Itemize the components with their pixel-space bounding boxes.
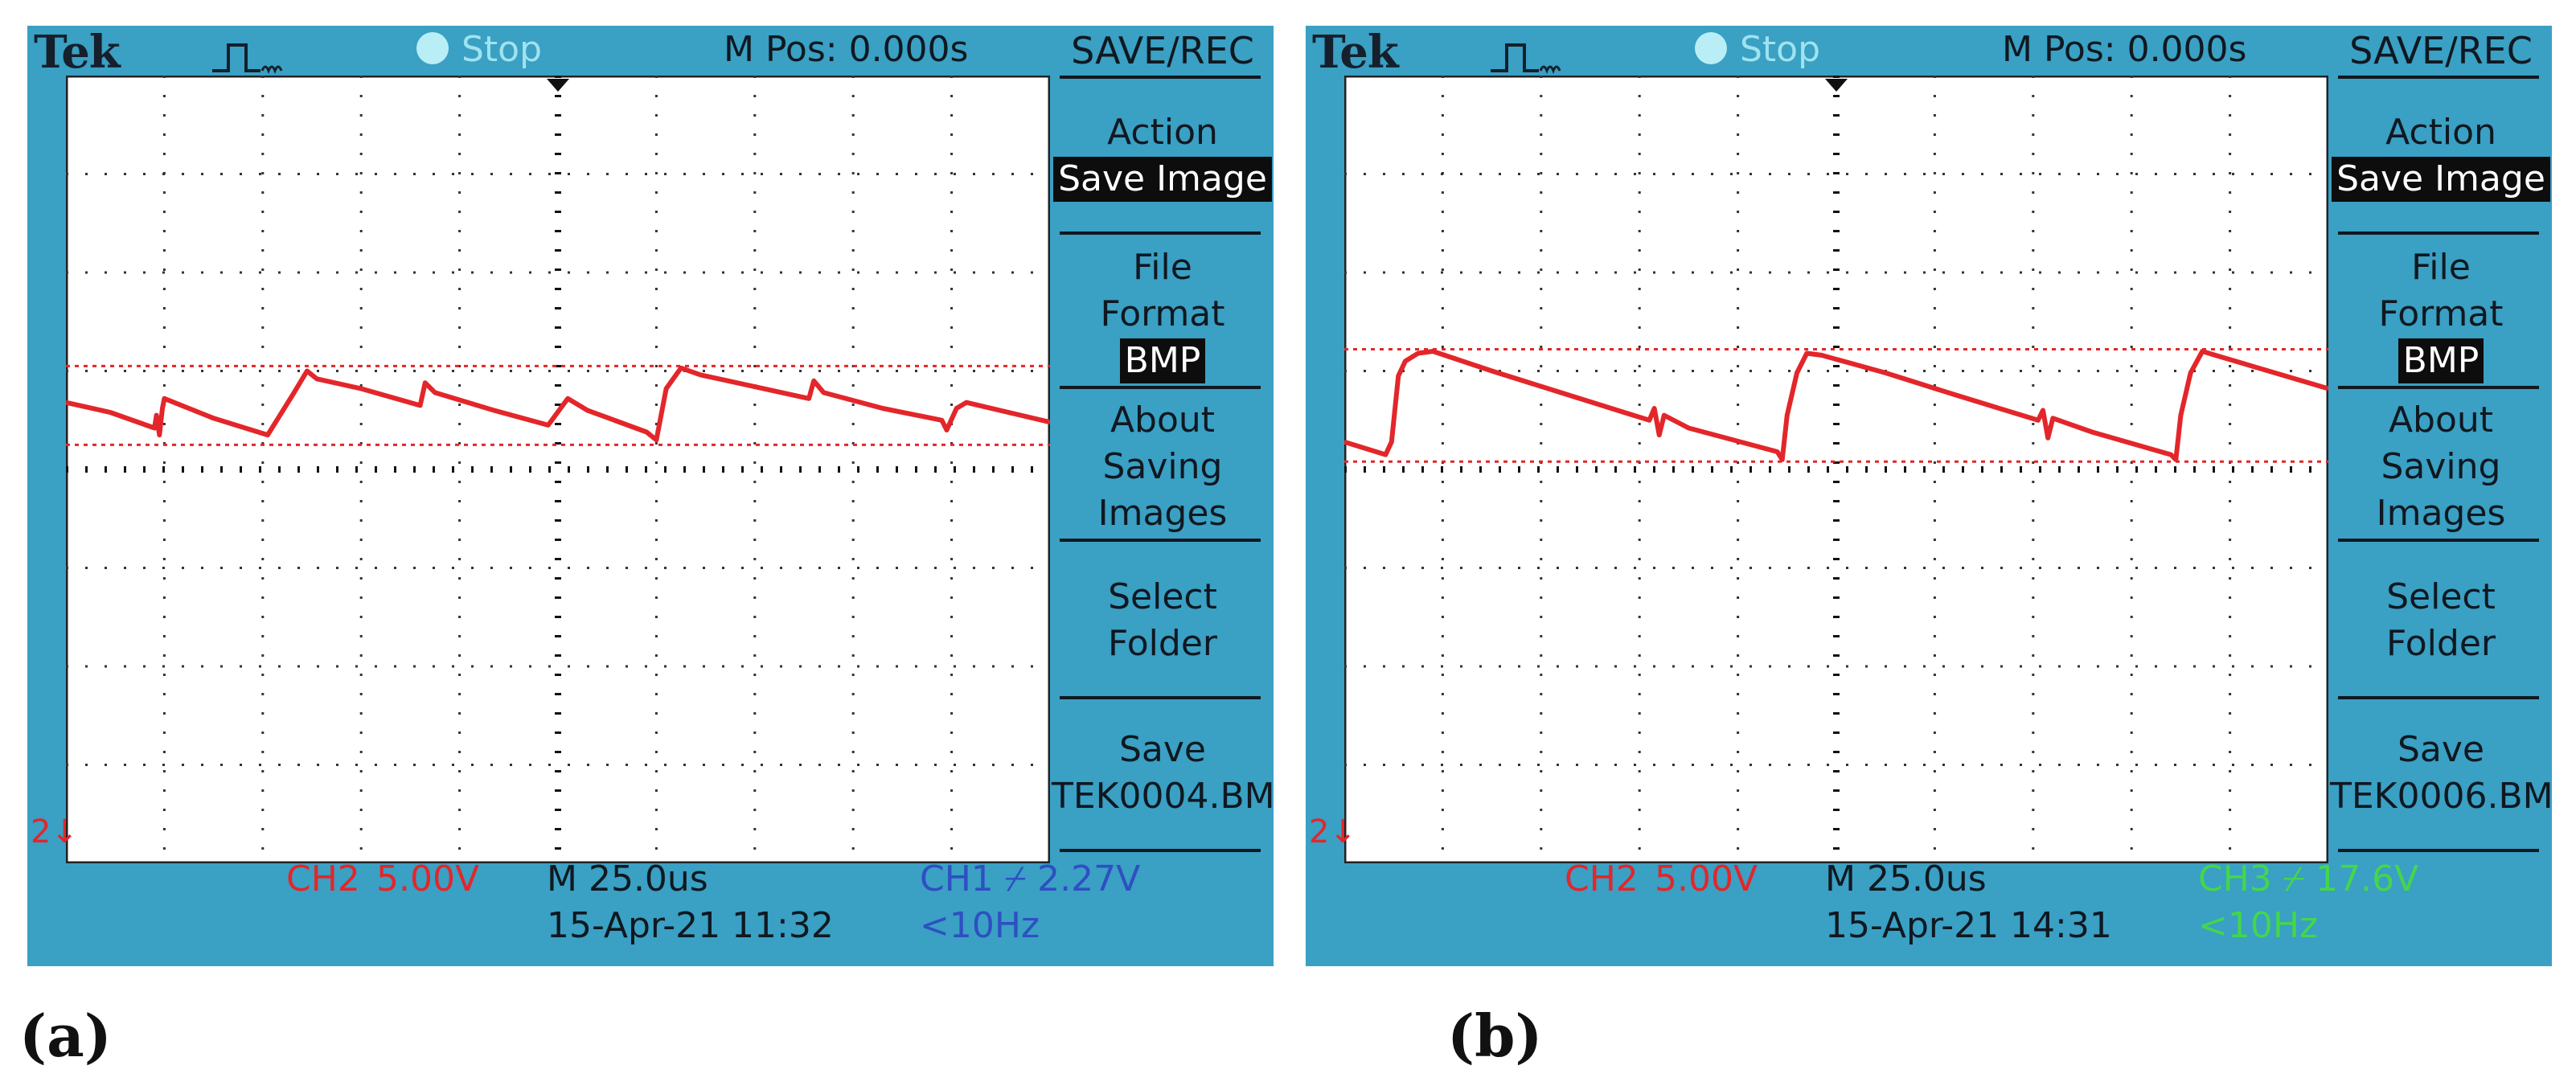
menu-action-button[interactable]: Action Save Image (2330, 109, 2552, 203)
menu-save-button[interactable]: Save TEK0004.BMP (1052, 727, 1274, 820)
file-format-value: BMP (2398, 338, 2484, 383)
menu-file-format-button[interactable]: File Format BMP (1052, 244, 1274, 384)
waveform-plot (1344, 76, 2328, 863)
brand-logo: Tek (1312, 26, 1399, 79)
trigger-position-marker (547, 79, 569, 92)
menu-title: SAVE/REC (2349, 29, 2533, 72)
ground-marker: 2↓ (31, 813, 78, 850)
menu-file-format-button[interactable]: File Format BMP (2330, 244, 2552, 384)
trigger-readout: CH3 ⌿ 17.6V (2198, 858, 2419, 899)
save-filename: TEK0004.BMP (1052, 776, 1274, 817)
menu-divider (1060, 232, 1261, 235)
ground-marker: 2↓ (1309, 813, 1356, 850)
menu-title: SAVE/REC (1071, 29, 1254, 72)
graticule-border (1344, 76, 2328, 863)
save-filename: TEK0006.BMP (2330, 776, 2552, 817)
acquisition-status: Stop (1695, 29, 1820, 70)
trigger-position-marker (1825, 79, 1848, 92)
menu-divider (2338, 696, 2539, 699)
menu-about-saving-button[interactable]: About Saving Images (2376, 400, 2506, 534)
menu-divider (2338, 539, 2539, 542)
channel-scale: 5.00V (376, 858, 480, 899)
panel-label-a: (a) (19, 1002, 112, 1070)
acquisition-status: Stop (416, 29, 542, 70)
datetime: 15-Apr-21 14:31 (1825, 905, 2112, 946)
oscilloscope-screen-a: Tek Stop M Pos: 0.000s 2↓ SAVE/REC Actio… (27, 26, 1274, 966)
channel-label: CH2 (286, 858, 360, 899)
side-menu: SAVE/REC Action Save Image File Format B… (1052, 26, 1274, 966)
trigger-pulse-icon (1491, 43, 1561, 75)
menu-about-saving-button[interactable]: About Saving Images (1097, 400, 1228, 534)
oscilloscope-screen-b: Tek Stop M Pos: 0.000s 2↓ SAVE/REC Actio… (1306, 26, 2552, 966)
status-indicator-icon (1695, 32, 1727, 64)
waveform-plot (66, 76, 1050, 863)
horizontal-position: M Pos: 0.000s (2002, 29, 2247, 70)
menu-divider (1060, 696, 1261, 699)
timebase: M 25.0us (547, 858, 708, 899)
trigger-pulse-icon (212, 43, 283, 75)
menu-save-button[interactable]: Save TEK0006.BMP (2330, 727, 2552, 820)
datetime: 15-Apr-21 11:32 (547, 905, 834, 946)
waveform-graticule (66, 76, 1050, 863)
horizontal-position: M Pos: 0.000s (724, 29, 969, 70)
menu-divider (2338, 849, 2539, 852)
file-format-value: BMP (1119, 338, 1206, 383)
menu-select-folder-button[interactable]: Select Folder (2386, 576, 2496, 664)
channel-scale: 5.00V (1655, 858, 1758, 899)
menu-divider (1060, 539, 1261, 542)
menu-divider (1060, 386, 1261, 389)
trigger-readout: CH1 ⌿ 2.27V (920, 858, 1141, 899)
menu-divider (1060, 76, 1261, 79)
menu-divider (2338, 386, 2539, 389)
channel-label: CH2 (1565, 858, 1639, 899)
menu-action-button[interactable]: Action Save Image (1052, 109, 1274, 203)
graticule-border (66, 76, 1050, 863)
ch2-waveform-trace (66, 365, 1050, 443)
brand-logo: Tek (34, 26, 121, 79)
waveform-graticule (1344, 76, 2328, 863)
action-value: Save Image (1053, 157, 1272, 202)
ch2-waveform-trace (1344, 349, 2328, 462)
trigger-frequency: <10Hz (2198, 905, 2319, 946)
status-indicator-icon (416, 32, 449, 64)
menu-divider (1060, 849, 1261, 852)
action-value: Save Image (2332, 157, 2550, 202)
panel-label-b: (b) (1447, 1002, 1543, 1070)
menu-divider (2338, 76, 2539, 79)
menu-select-folder-button[interactable]: Select Folder (1108, 576, 1217, 664)
side-menu: SAVE/REC Action Save Image File Format B… (2330, 26, 2552, 966)
trigger-frequency: <10Hz (920, 905, 1040, 946)
menu-divider (2338, 232, 2539, 235)
timebase: M 25.0us (1825, 858, 1987, 899)
